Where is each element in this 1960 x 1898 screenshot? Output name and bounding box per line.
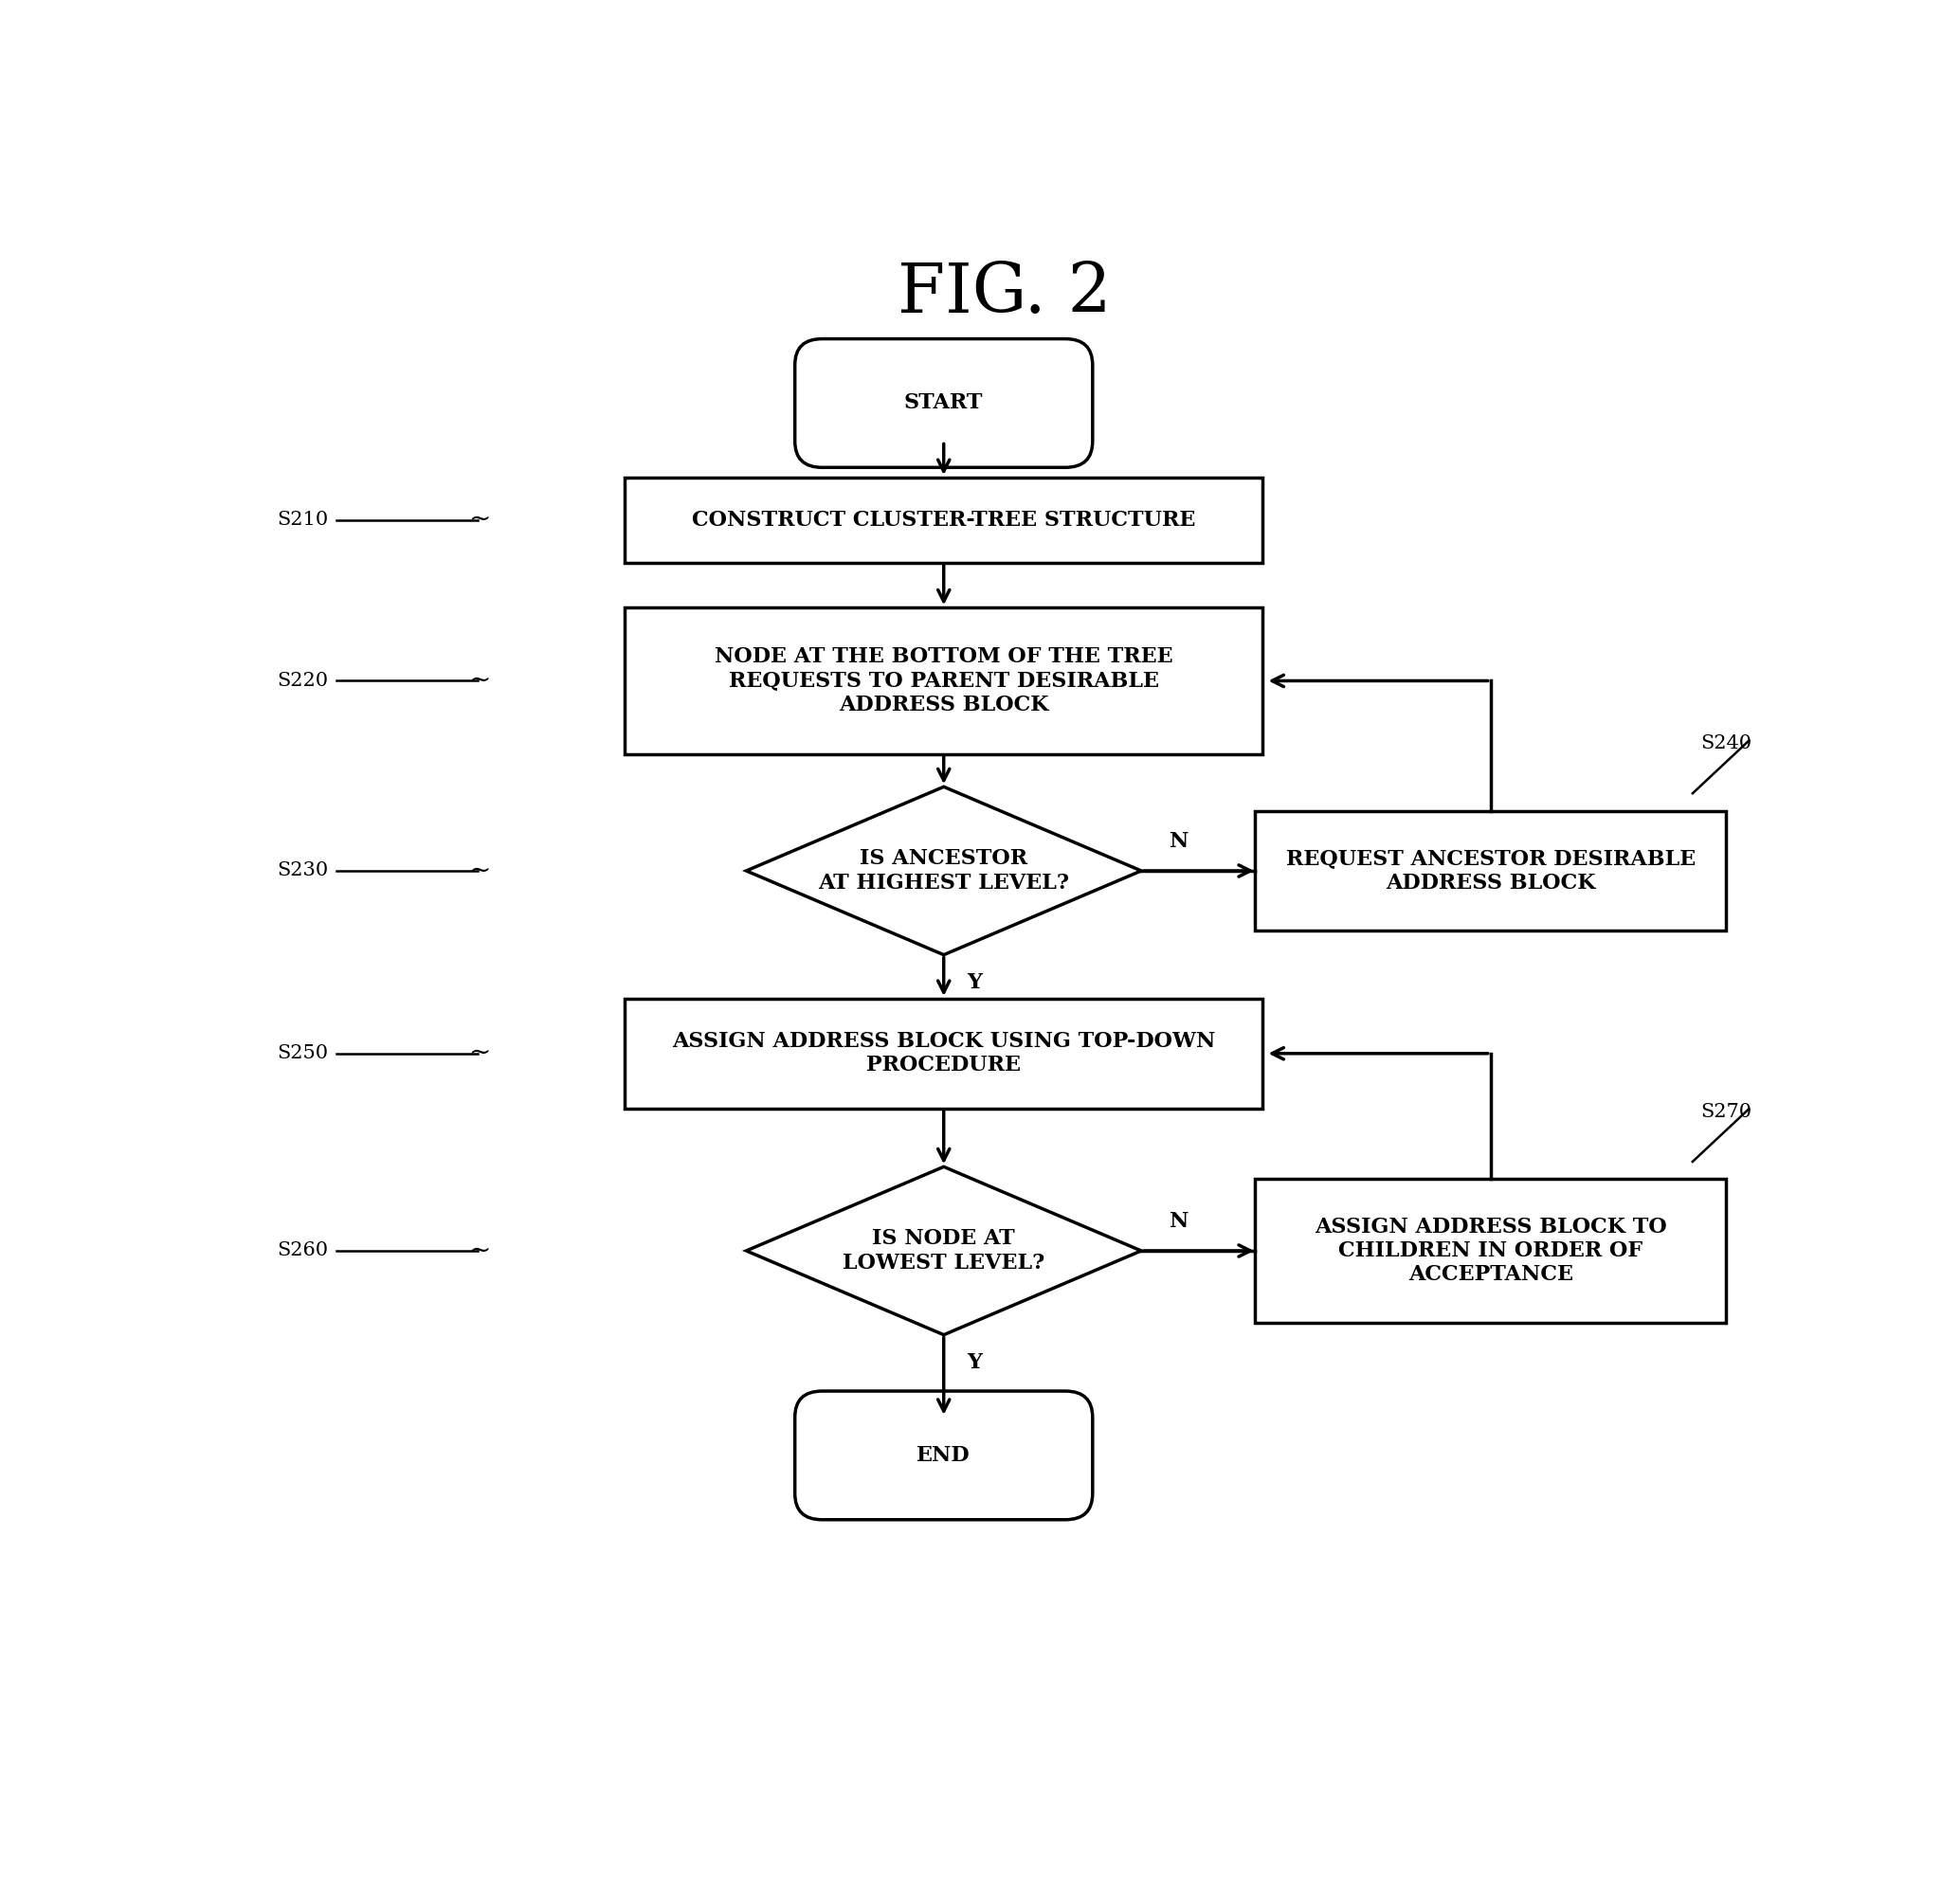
Text: CONSTRUCT CLUSTER-TREE STRUCTURE: CONSTRUCT CLUSTER-TREE STRUCTURE xyxy=(692,511,1196,530)
Text: S230: S230 xyxy=(276,862,329,881)
Bar xyxy=(1254,1179,1727,1323)
Bar xyxy=(625,478,1262,562)
Text: ~: ~ xyxy=(468,1237,492,1264)
Text: IS NODE AT
LOWEST LEVEL?: IS NODE AT LOWEST LEVEL? xyxy=(843,1228,1045,1274)
Text: REQUEST ANCESTOR DESIRABLE
ADDRESS BLOCK: REQUEST ANCESTOR DESIRABLE ADDRESS BLOCK xyxy=(1286,848,1695,894)
Text: IS ANCESTOR
AT HIGHEST LEVEL?: IS ANCESTOR AT HIGHEST LEVEL? xyxy=(817,848,1070,894)
FancyBboxPatch shape xyxy=(796,1391,1092,1520)
Text: Y: Y xyxy=(966,972,982,993)
Text: N: N xyxy=(1170,1211,1190,1232)
Text: ASSIGN ADDRESS BLOCK TO
CHILDREN IN ORDER OF
ACCEPTANCE: ASSIGN ADDRESS BLOCK TO CHILDREN IN ORDE… xyxy=(1315,1217,1666,1285)
Text: ~: ~ xyxy=(468,1040,492,1067)
Text: S270: S270 xyxy=(1701,1103,1752,1122)
Polygon shape xyxy=(747,788,1141,955)
Text: Y: Y xyxy=(966,1353,982,1372)
Text: N: N xyxy=(1170,831,1190,852)
Polygon shape xyxy=(747,1167,1141,1334)
Text: START: START xyxy=(904,393,984,414)
Bar xyxy=(625,998,1262,1108)
Text: S250: S250 xyxy=(276,1044,329,1063)
Text: S210: S210 xyxy=(276,511,329,530)
Text: END: END xyxy=(917,1444,970,1465)
Text: ~: ~ xyxy=(468,668,492,693)
Text: S220: S220 xyxy=(276,672,329,689)
Text: FIG. 2: FIG. 2 xyxy=(898,260,1111,326)
Text: ASSIGN ADDRESS BLOCK USING TOP-DOWN
PROCEDURE: ASSIGN ADDRESS BLOCK USING TOP-DOWN PROC… xyxy=(672,1031,1215,1076)
FancyBboxPatch shape xyxy=(796,340,1092,467)
Text: S240: S240 xyxy=(1701,735,1752,754)
Text: NODE AT THE BOTTOM OF THE TREE
REQUESTS TO PARENT DESIRABLE
ADDRESS BLOCK: NODE AT THE BOTTOM OF THE TREE REQUESTS … xyxy=(715,647,1172,716)
Bar xyxy=(625,607,1262,754)
Text: ~: ~ xyxy=(468,858,492,884)
Text: ~: ~ xyxy=(468,507,492,533)
Bar xyxy=(1254,810,1727,930)
Text: S260: S260 xyxy=(276,1241,329,1260)
